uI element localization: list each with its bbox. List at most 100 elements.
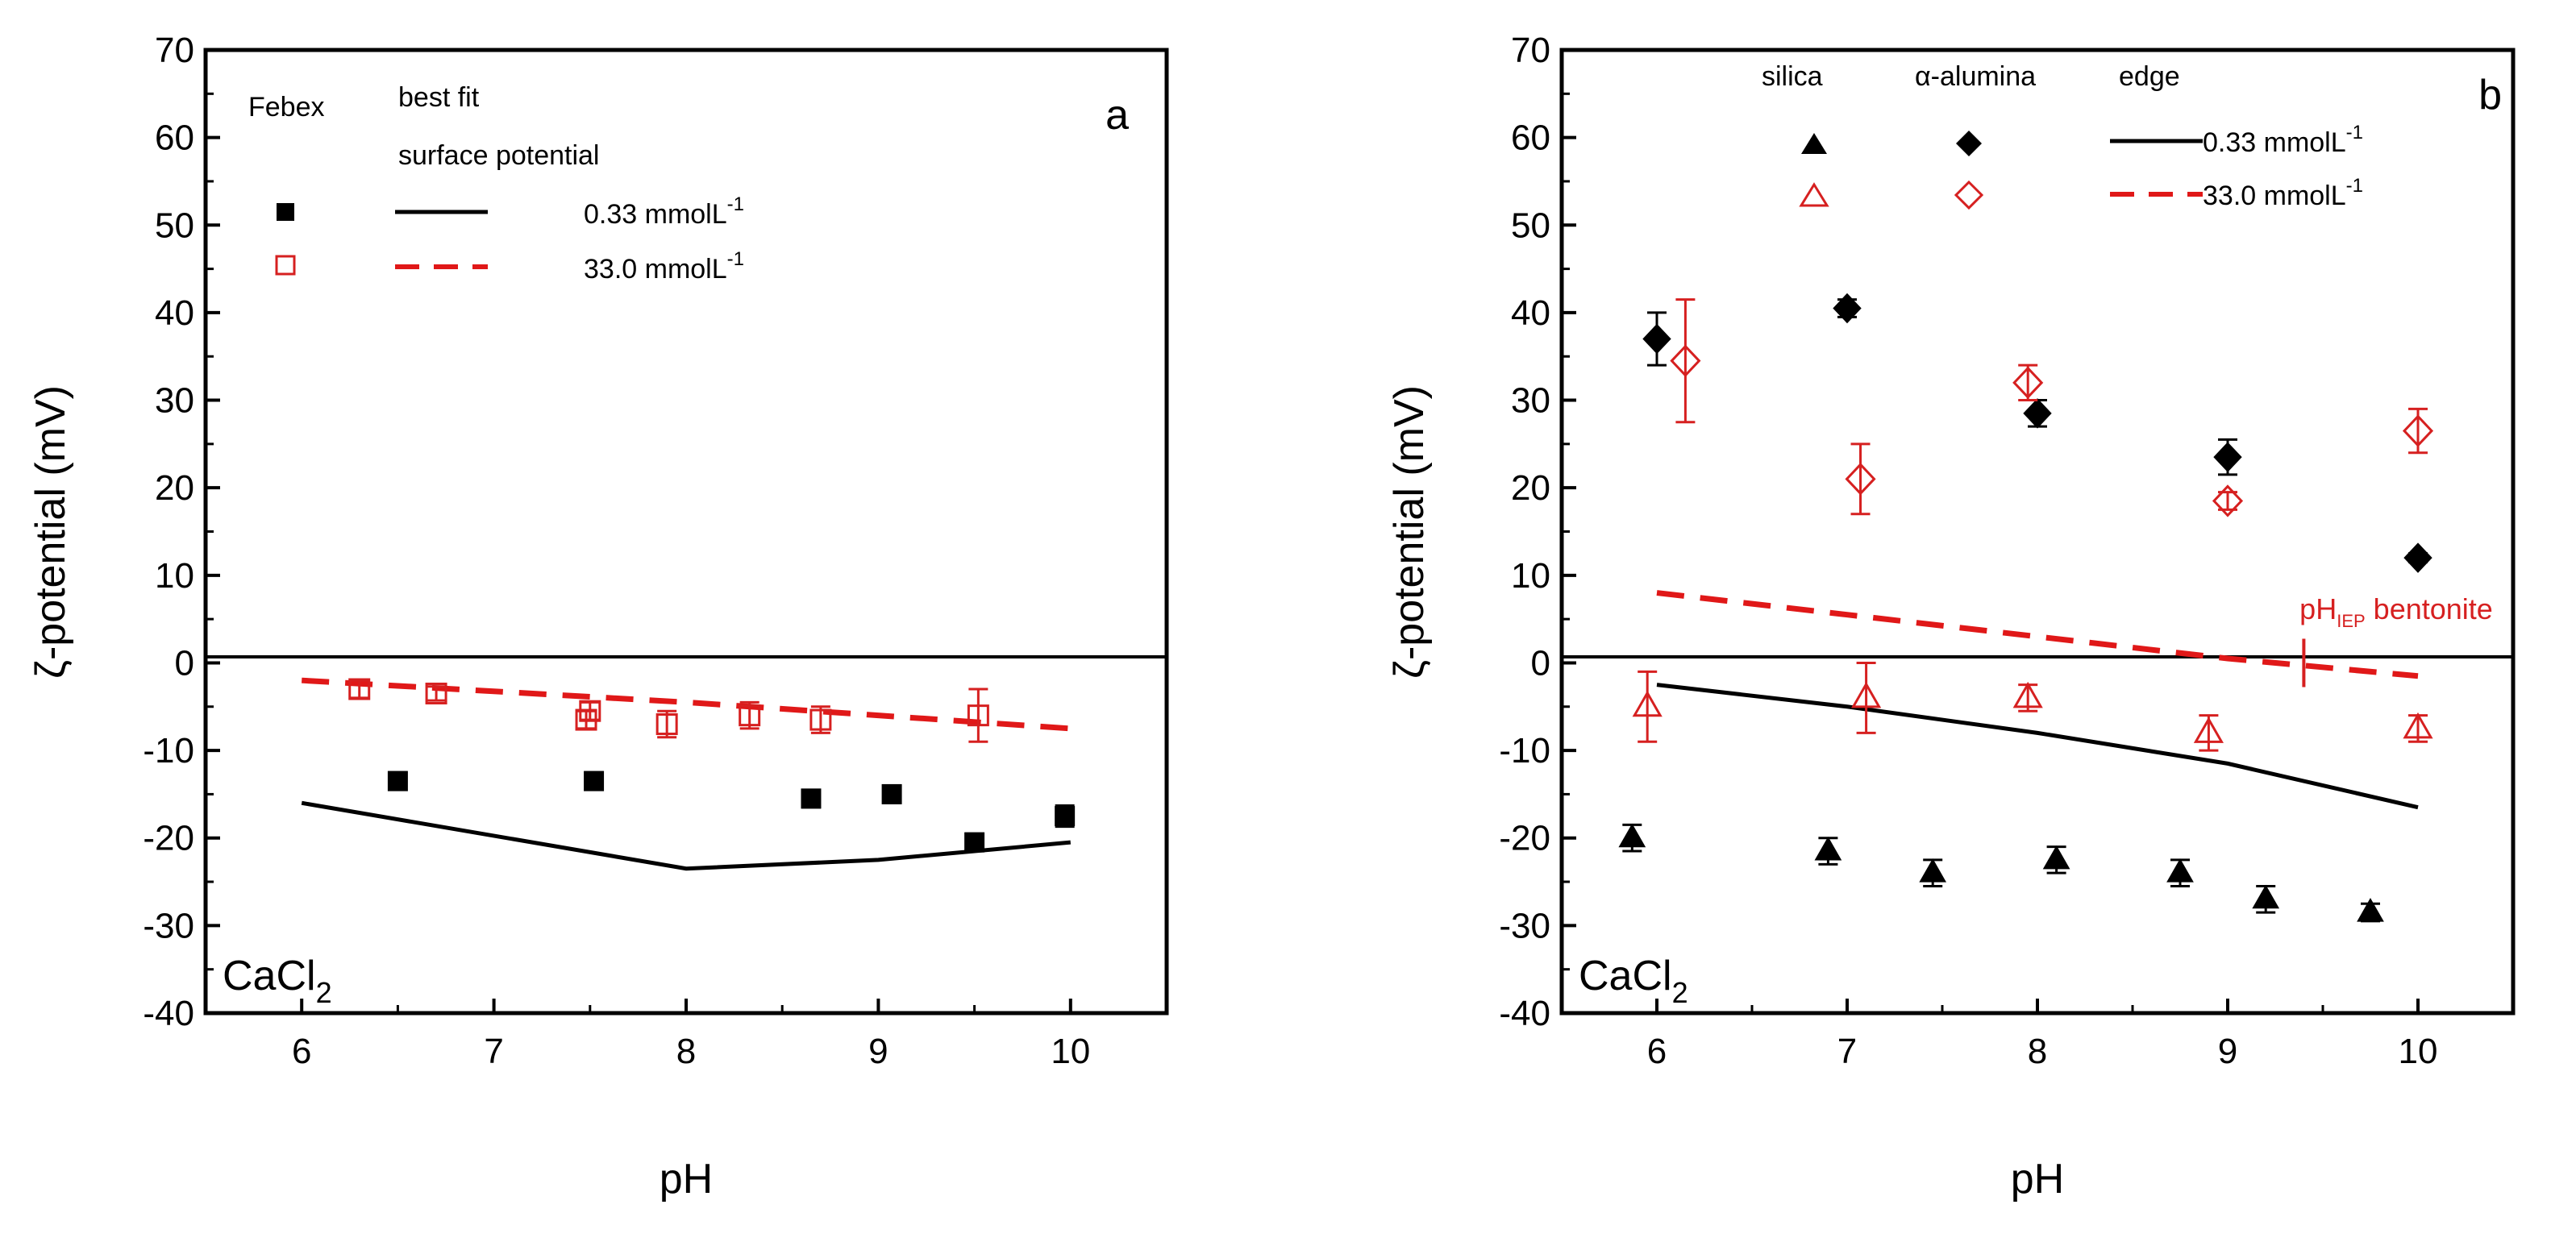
series-line	[301, 800, 1072, 871]
data-point-triangle	[1851, 681, 1882, 708]
ticks: -40 -30 -20 -10 0 10 20 30 40 50 60 70 6 7 8 9 10	[1499, 31, 2515, 1071]
y-tick-label: 70	[1511, 31, 1550, 70]
data-point-diamond	[2012, 366, 2044, 400]
data-point-diamond	[1845, 463, 1876, 496]
y-tick-label: -10	[143, 731, 194, 771]
data-point-triangle	[1632, 690, 1663, 717]
y-tick-label: 0	[1531, 643, 1550, 683]
legend-marker-triangle-filled	[1801, 133, 1827, 154]
y-tick-label: -30	[1499, 906, 1550, 945]
y-tick-label: -20	[143, 819, 194, 858]
data-point-square	[655, 713, 678, 735]
data-point-triangle	[2252, 884, 2280, 909]
y-tick-label: 40	[1511, 293, 1550, 333]
legend-header-alumina: α-alumina	[1915, 61, 2036, 92]
legend-label-033: 0.33 mmolL-1	[584, 193, 744, 230]
data-point-square	[801, 788, 822, 809]
series-line	[302, 677, 1072, 732]
y-tick-label: 10	[155, 556, 194, 596]
panel-a: -40 -30 -20 -10 0 10 20 30 40 50 60 70 6 7 8 9 10 a CaCl…	[27, 31, 1169, 1203]
data-point-square	[584, 771, 605, 791]
legend-label-330: 33.0 mmolL-1	[584, 248, 744, 285]
legend-header-best-fit: best fit	[398, 82, 480, 113]
x-tick-label: 7	[1837, 1032, 1857, 1071]
x-tick-label: 8	[676, 1032, 696, 1071]
data-point-triangle	[2012, 681, 2043, 708]
data-point-diamond	[2212, 484, 2244, 517]
x-axis-label: pH	[2011, 1156, 2064, 1203]
data-point-triangle	[1919, 858, 1947, 883]
data-point-triangle	[1814, 837, 1842, 861]
data-point-square	[579, 700, 601, 722]
data-point-triangle	[2357, 898, 2384, 922]
y-tick-label: 60	[1511, 118, 1550, 158]
iep-label: pHIEP bentonite	[2299, 592, 2493, 631]
x-tick-label: 9	[2218, 1032, 2237, 1071]
data-point-diamond	[2403, 542, 2432, 573]
y-tick-label: 30	[155, 381, 194, 421]
fit-curves	[301, 677, 1072, 871]
legend-header-silica: silica	[1762, 61, 1823, 92]
data-point-triangle	[2042, 845, 2070, 870]
legend-header-febex: Febex	[248, 92, 325, 123]
data-point-square	[387, 771, 408, 791]
data-point-square	[348, 678, 371, 700]
legend-label-033: 0.33 mmolL-1	[2203, 122, 2363, 158]
data-markers	[348, 678, 1076, 853]
y-tick-label: 50	[1511, 206, 1550, 245]
legend-marker-square-open	[275, 255, 296, 276]
data-point-square	[964, 832, 985, 853]
data-point-triangle	[2166, 858, 2194, 883]
x-tick-label: 6	[292, 1032, 311, 1071]
data-point-triangle	[1618, 823, 1646, 848]
y-tick-label: -30	[143, 906, 194, 945]
y-tick-label: 10	[1511, 556, 1550, 596]
legend-label-330: 33.0 mmolL-1	[2203, 175, 2363, 211]
data-markers	[1618, 293, 2434, 923]
y-tick-label: -40	[1499, 994, 1550, 1033]
data-point-square	[425, 682, 447, 704]
x-tick-label: 10	[2399, 1032, 2438, 1071]
data-point-diamond	[2402, 414, 2434, 447]
legend-header-edge: edge	[2119, 61, 2180, 92]
y-tick-label: 70	[155, 31, 194, 70]
ticks: -40 -30 -20 -10 0 10 20 30 40 50 60 70 6 7 8 9 10	[143, 31, 1168, 1071]
y-axis-label: ζ-potential (mV)	[1386, 385, 1433, 679]
series-line	[1656, 683, 2419, 810]
legend-marker-diamond-filled	[1956, 131, 1982, 156]
y-tick-label: 30	[1511, 381, 1550, 421]
x-tick-label: 9	[868, 1032, 888, 1071]
legend: silica α-alumina edge 0.33 mmolL-1 33.0 …	[1762, 61, 2363, 211]
x-tick-label: 6	[1647, 1032, 1667, 1071]
legend-marker-diamond-open	[1954, 180, 1984, 210]
data-point-diamond	[1833, 293, 1862, 324]
x-tick-label: 10	[1051, 1032, 1090, 1071]
y-tick-label: 20	[1511, 468, 1550, 508]
panel-letter: b	[2478, 72, 2502, 118]
y-tick-label: -40	[143, 994, 194, 1033]
data-point-diamond	[1670, 344, 1701, 377]
data-point-square	[1055, 806, 1076, 827]
panel-letter: a	[1105, 92, 1129, 139]
y-tick-label: 60	[155, 118, 194, 158]
y-tick-label: -10	[1499, 731, 1550, 771]
x-tick-label: 8	[2028, 1032, 2047, 1071]
data-point-diamond	[1642, 323, 1671, 355]
data-point-diamond	[2023, 398, 2052, 429]
y-tick-label: 0	[175, 643, 194, 683]
data-point-square	[967, 704, 989, 727]
plot-frame	[1559, 48, 2516, 1016]
legend-header-surface-potential: surface potential	[398, 140, 600, 171]
data-point-square	[809, 708, 832, 731]
data-point-square	[739, 704, 761, 727]
salt-annotation: CaCl2	[223, 953, 332, 1009]
legend-marker-triangle-open	[1799, 182, 1829, 207]
x-axis-label: pH	[660, 1156, 713, 1203]
data-point-triangle	[2403, 712, 2433, 739]
panel-b: -40 -30 -20 -10 0 10 20 30 40 50 60 70 6 7 8 9 10 b CaCl…	[1386, 31, 2516, 1203]
y-tick-label: 50	[155, 206, 194, 245]
legend-marker-square-filled	[277, 203, 294, 221]
data-point-diamond	[2213, 442, 2242, 472]
y-tick-label: 20	[155, 468, 194, 508]
